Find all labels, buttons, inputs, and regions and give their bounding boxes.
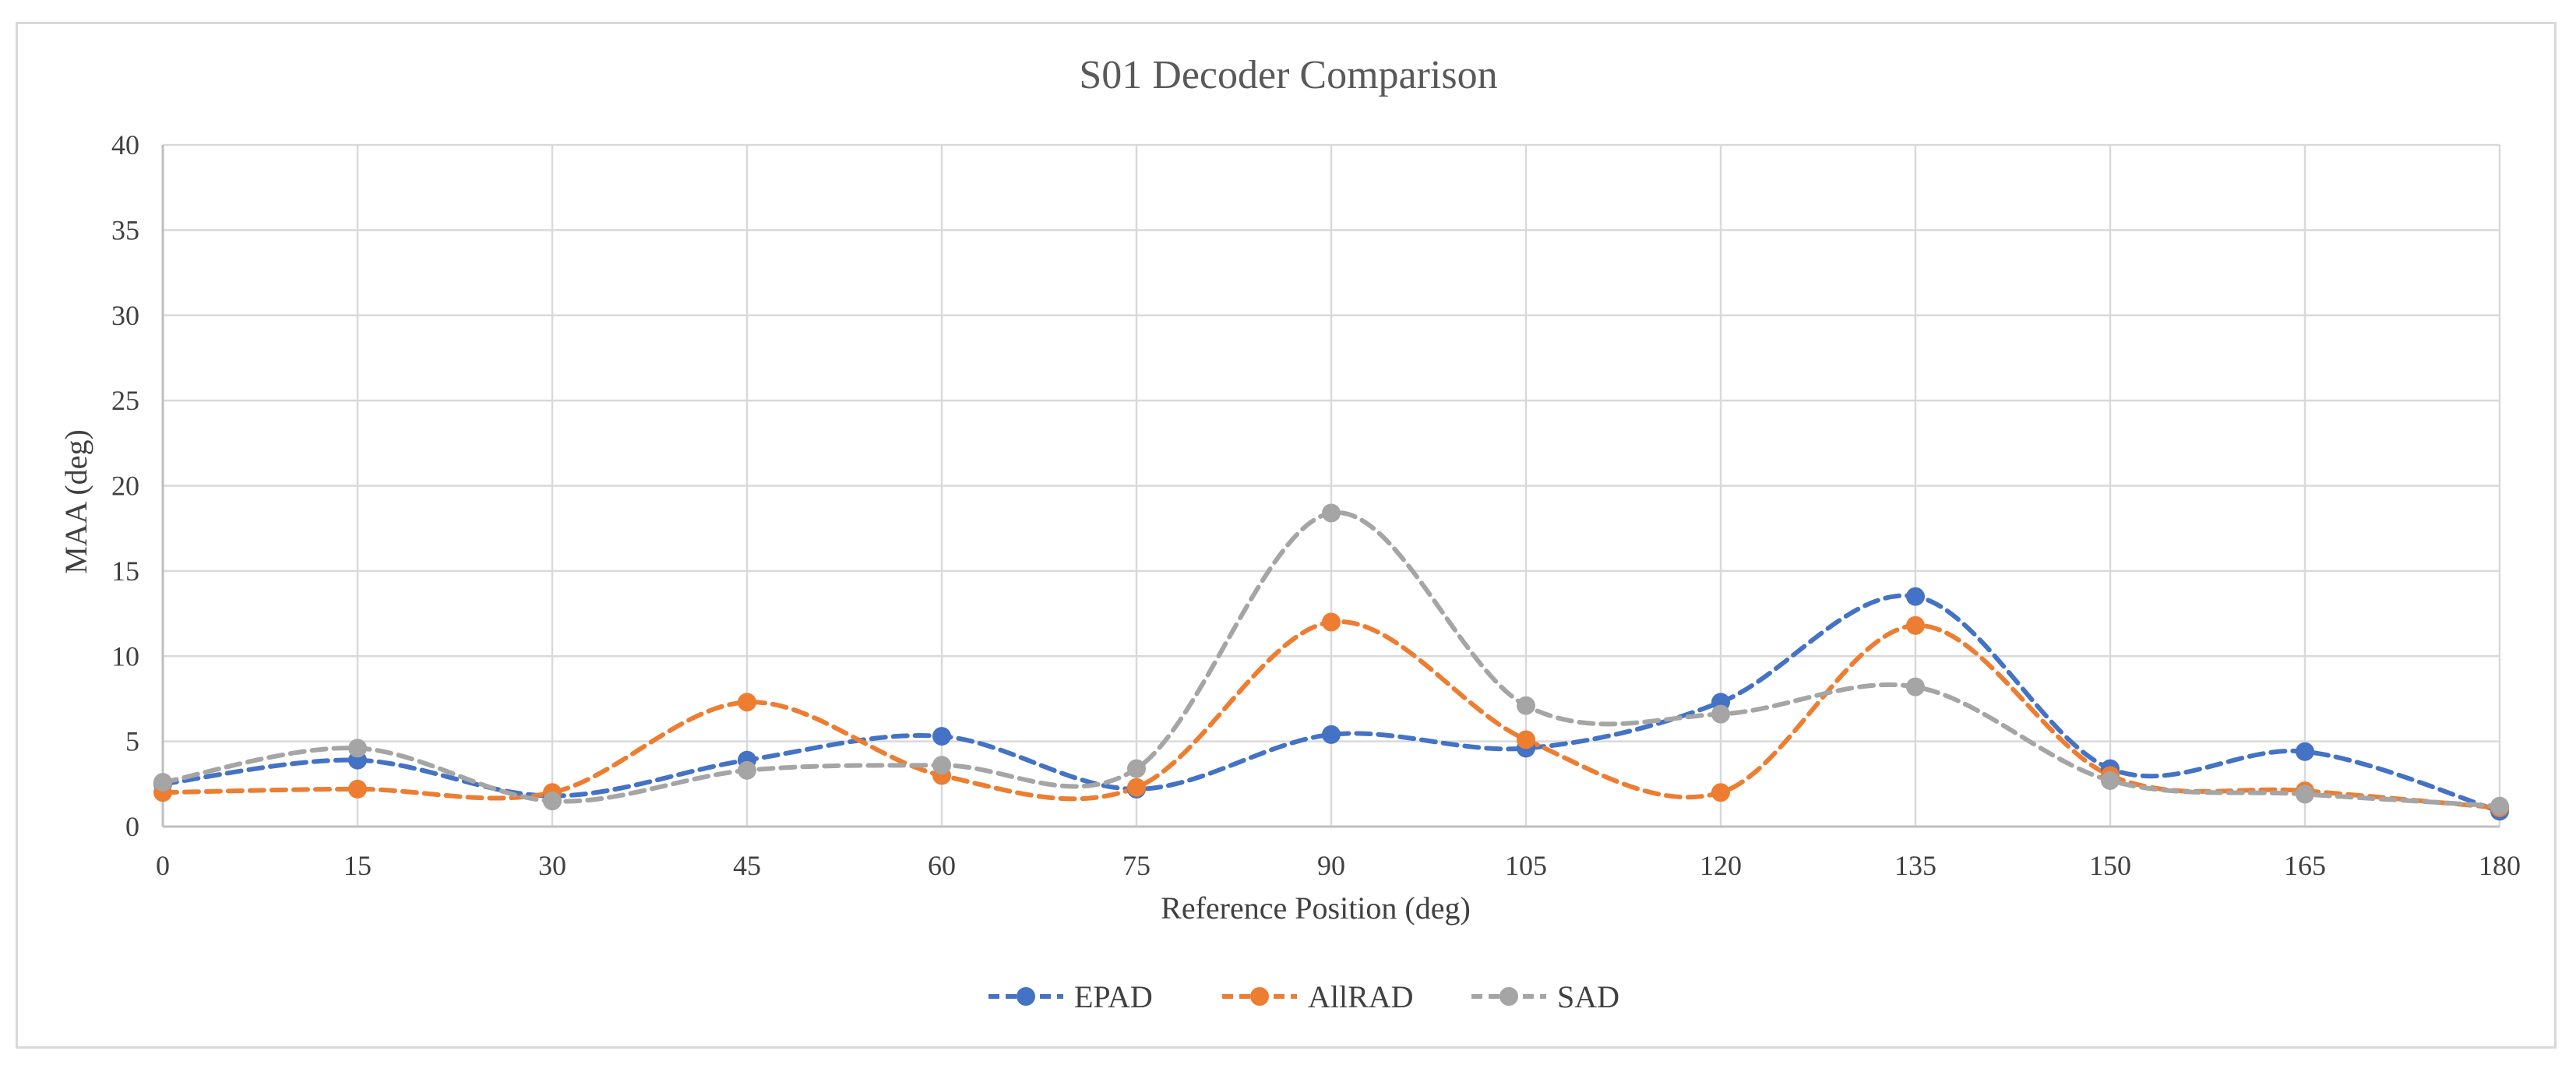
x-tick-label: 30 — [538, 850, 566, 881]
x-tick-label: 0 — [156, 850, 170, 881]
series-line-allrad — [160, 619, 2502, 810]
y-tick-label: 15 — [111, 555, 139, 587]
x-tick-label: 45 — [733, 850, 761, 881]
x-tick-label: 15 — [344, 850, 372, 881]
x-tick-label: 75 — [1122, 850, 1151, 881]
legend-label-allrad: AllRAD — [1308, 979, 1414, 1014]
data-point-sad-135 — [1906, 677, 1925, 696]
data-point-sad-180 — [2490, 796, 2509, 816]
data-point-sad-90 — [1322, 503, 1341, 523]
legend-swatch-marker-sad — [1499, 987, 1518, 1006]
chart-title: S01 Decoder Comparison — [1079, 53, 1497, 97]
data-point-allrad-75 — [1127, 778, 1146, 797]
legend-label-sad: SAD — [1557, 979, 1619, 1014]
legend-item-epad: EPAD — [988, 979, 1153, 1014]
gridlines — [163, 143, 2501, 827]
data-point-allrad-90 — [1322, 612, 1341, 632]
data-point-allrad-105 — [1517, 730, 1535, 749]
data-point-epad-60 — [932, 727, 951, 746]
data-point-allrad-120 — [1711, 783, 1730, 802]
data-point-allrad-45 — [738, 693, 756, 712]
data-point-allrad-15 — [348, 779, 367, 799]
x-tick-label: 150 — [2089, 850, 2131, 881]
x-tick-label: 165 — [2284, 850, 2326, 881]
legend-item-allrad: AllRAD — [1222, 979, 1414, 1014]
data-point-sad-165 — [2296, 785, 2314, 804]
chart-container: 0 5 10 15 20 25 30 35 40 0 15 30 45 60 75 90 105 120 135 15… — [16, 22, 2557, 1049]
data-point-epad-135 — [1906, 587, 1925, 606]
data-point-sad-150 — [2101, 770, 2120, 790]
x-tick-label: 120 — [1700, 850, 1742, 881]
legend-swatch-marker-epad — [1017, 987, 1035, 1006]
y-tick-label: 5 — [125, 726, 139, 757]
y-tick-label: 0 — [125, 811, 139, 842]
x-tick-label: 60 — [928, 850, 956, 881]
data-point-epad-90 — [1322, 725, 1341, 744]
legend-swatch-marker-allrad — [1250, 987, 1269, 1006]
data-point-allrad-135 — [1906, 615, 1925, 635]
axes: 0 5 10 15 20 25 30 35 40 0 15 30 45 60 75 90 105 120 135 15… — [111, 129, 2521, 881]
x-tick-label: 90 — [1317, 850, 1345, 881]
data-point-sad-120 — [1711, 704, 1730, 724]
x-tick-label: 105 — [1505, 850, 1547, 881]
y-tick-label: 40 — [111, 129, 139, 160]
data-point-sad-45 — [738, 760, 756, 780]
data-point-sad-105 — [1517, 696, 1535, 715]
y-tick-label: 30 — [111, 300, 139, 331]
data-point-sad-30 — [543, 792, 562, 811]
y-axis-title: MAA (deg) — [58, 429, 93, 574]
y-tick-label: 20 — [111, 471, 139, 502]
legend-item-sad: SAD — [1471, 979, 1619, 1014]
chart-svg: 0 5 10 15 20 25 30 35 40 0 15 30 45 60 75 90 105 120 135 15… — [58, 53, 2521, 1014]
x-axis-title: Reference Position (deg) — [1161, 890, 1471, 926]
data-point-sad-60 — [932, 756, 951, 775]
x-tick-label: 135 — [1894, 850, 1936, 881]
y-tick-label: 35 — [111, 214, 139, 245]
x-tick-label: 180 — [2479, 850, 2521, 881]
legend-label-epad: EPAD — [1074, 979, 1153, 1014]
y-tick-label: 25 — [111, 385, 139, 416]
legend: EPAD AllRAD SAD — [988, 979, 1619, 1014]
data-point-sad-0 — [153, 773, 172, 792]
series-markers — [153, 503, 2509, 821]
data-point-epad-165 — [2296, 742, 2314, 761]
y-tick-label: 10 — [111, 640, 139, 672]
data-point-sad-75 — [1127, 759, 1146, 778]
data-point-sad-15 — [348, 739, 367, 758]
